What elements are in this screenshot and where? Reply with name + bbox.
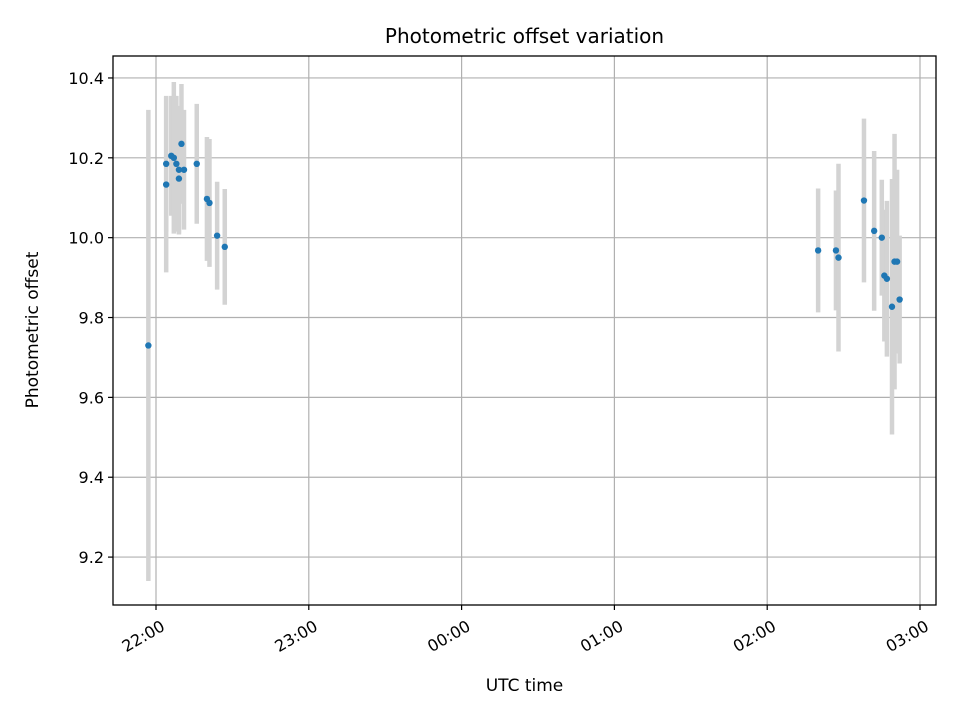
y-tick-label: 9.2 (79, 548, 104, 567)
data-points (145, 140, 903, 349)
data-point (896, 296, 903, 303)
data-point (814, 247, 822, 254)
data-point (870, 227, 878, 235)
y-axis-label: Photometric offset (23, 251, 43, 408)
y-tick-label: 10.2 (68, 149, 104, 168)
data-point (860, 197, 868, 204)
data-point (193, 160, 200, 168)
x-tick-label: 00:00 (424, 616, 473, 656)
data-point (213, 232, 221, 239)
data-point (893, 258, 901, 265)
data-point (180, 166, 188, 173)
data-point (175, 175, 183, 182)
data-point (883, 275, 891, 282)
y-axis: 9.2 9.4 9.6 9.8 10.0 10.2 10.4 (68, 69, 113, 567)
y-tick-label: 9.4 (79, 468, 104, 487)
plot-area (113, 56, 936, 605)
data-point (878, 234, 885, 241)
y-tick-label: 10.4 (68, 69, 104, 88)
data-point (888, 303, 896, 310)
y-tick-label: 9.8 (79, 309, 104, 328)
data-point (162, 160, 170, 168)
data-point (835, 254, 842, 261)
x-tick-label: 01:00 (577, 616, 626, 656)
data-point (221, 243, 228, 251)
chart-title: Photometric offset variation (385, 24, 664, 48)
x-tick-label: 22:00 (119, 616, 168, 656)
grid (113, 56, 936, 605)
plot-frame (112, 55, 937, 606)
x-axis-label: UTC time (486, 676, 564, 696)
x-tick-label: 23:00 (271, 616, 320, 656)
data-point (178, 140, 185, 148)
x-tick-label: 03:00 (883, 616, 932, 656)
x-axis: 22:00 23:00 00:00 01:00 02:00 03:00 (119, 605, 932, 656)
data-point (175, 166, 183, 173)
data-point (162, 181, 170, 188)
data-point (206, 199, 213, 207)
data-point (832, 247, 840, 254)
y-tick-label: 10.0 (68, 229, 104, 248)
y-tick-label: 9.6 (79, 388, 104, 407)
data-point (170, 154, 178, 162)
data-point (173, 160, 180, 168)
data-point (145, 342, 152, 349)
x-tick-label: 02:00 (730, 616, 779, 656)
